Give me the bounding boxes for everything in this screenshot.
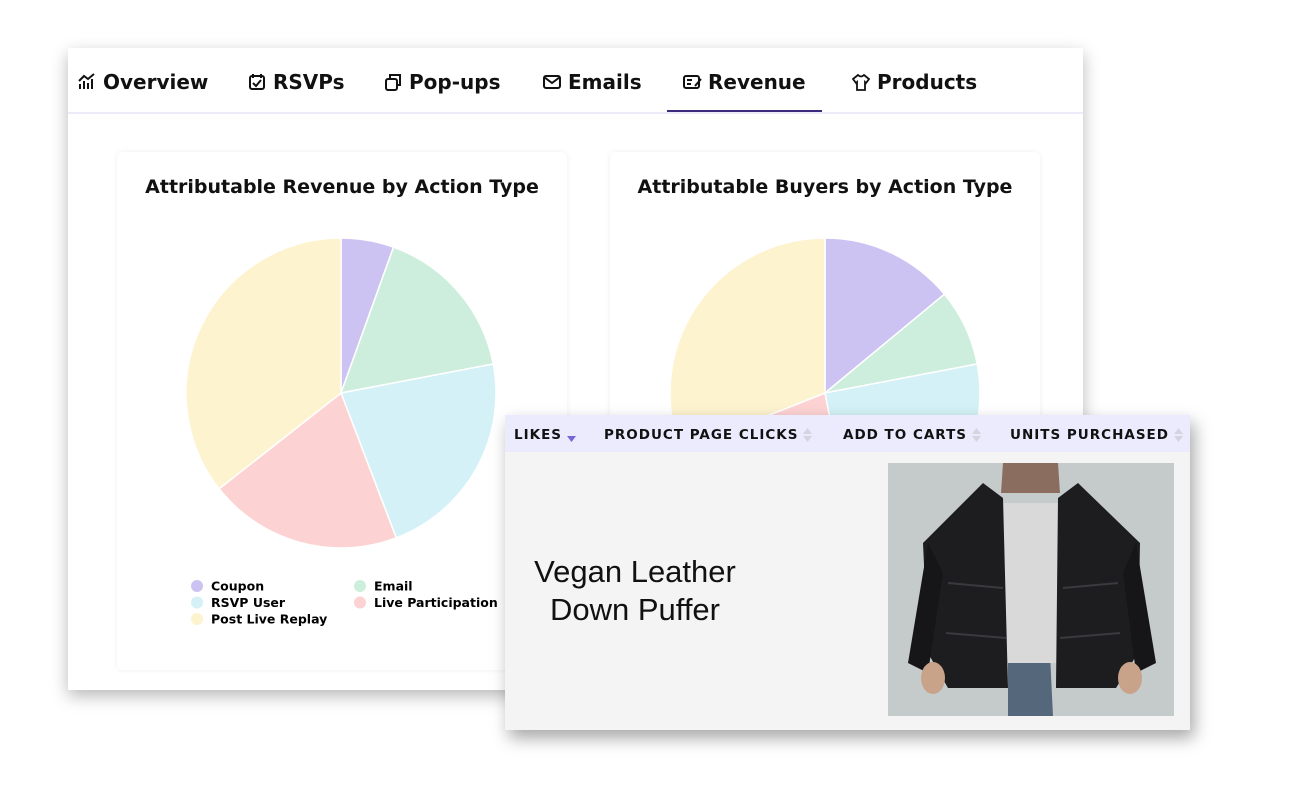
table-header: LIKES PRODUCT PAGE CLICKS ADD TO CARTS UNIT…	[505, 415, 1190, 452]
legend-label: Coupon	[211, 579, 264, 594]
column-header[interactable]: UNITS PURCHASED	[1010, 427, 1183, 443]
tab-icon	[852, 73, 871, 91]
column-header[interactable]: LIKES	[514, 427, 577, 443]
pie-slice	[824, 237, 946, 395]
tab-icon	[385, 74, 401, 91]
pie-slice	[669, 237, 826, 452]
tab[interactable]: Pop-ups	[384, 70, 500, 94]
legend-label: Post Live Replay	[211, 612, 327, 627]
legend-label: Live Participation	[374, 595, 498, 610]
pie-slice	[339, 246, 495, 394]
chart: Coupon Email RSVP User Live Participation Po…	[185, 237, 498, 627]
tab-label[interactable]: RSVPs	[273, 70, 345, 94]
tab-icon	[683, 75, 702, 89]
pie-slice	[185, 237, 342, 490]
sort-icon[interactable]	[567, 427, 577, 443]
pie-slice	[218, 391, 398, 549]
tab[interactable]: RSVPs	[248, 70, 345, 94]
column-header[interactable]: PRODUCT PAGE CLICKS	[604, 427, 813, 443]
tab[interactable]: Emails	[543, 70, 642, 94]
tab[interactable]: Revenue	[667, 70, 822, 112]
chart-card: Attributable Revenue by Action Type Coup…	[117, 152, 567, 670]
product-name[interactable]: Vegan Leather Down Puffer	[534, 554, 736, 627]
tab-label[interactable]: Pop-ups	[409, 70, 501, 94]
legend-swatch	[354, 580, 366, 592]
tab-bar: Overview RSVPs Pop-ups Emails Revenue Product…	[68, 48, 1083, 114]
column-label[interactable]: UNITS PURCHASED	[1010, 427, 1169, 443]
tab-icon	[543, 75, 561, 89]
legend-label: RSVP User	[211, 595, 286, 610]
product-table: LIKES PRODUCT PAGE CLICKS ADD TO CARTS UNIT…	[505, 415, 1190, 730]
product-image	[888, 463, 1174, 716]
tab-icon	[78, 73, 95, 89]
chart-title: Attributable Revenue by Action Type	[145, 176, 539, 198]
column-header[interactable]: ADD TO CARTS	[843, 427, 982, 443]
legend-swatch	[191, 580, 203, 592]
sort-icon[interactable]	[803, 427, 813, 443]
legend-swatch	[354, 596, 366, 609]
column-label[interactable]: ADD TO CARTS	[843, 427, 968, 443]
tab[interactable]: Products	[852, 70, 977, 94]
chart-title: Attributable Buyers by Action Type	[637, 176, 1013, 198]
legend-swatch	[191, 613, 203, 625]
column-label[interactable]: PRODUCT PAGE CLICKS	[604, 427, 799, 443]
legend-swatch	[191, 596, 203, 609]
tab-icon	[249, 74, 265, 90]
tab-label[interactable]: Products	[877, 70, 978, 94]
legend-label: Email	[374, 579, 413, 594]
tab-label[interactable]: Revenue	[708, 70, 806, 94]
tab[interactable]: Overview	[78, 70, 208, 94]
column-label[interactable]: LIKES	[514, 427, 563, 443]
sort-icon[interactable]	[972, 427, 982, 443]
tab-label[interactable]: Overview	[103, 70, 209, 94]
sort-icon[interactable]	[1173, 427, 1183, 443]
tab-label[interactable]: Emails	[568, 70, 642, 94]
